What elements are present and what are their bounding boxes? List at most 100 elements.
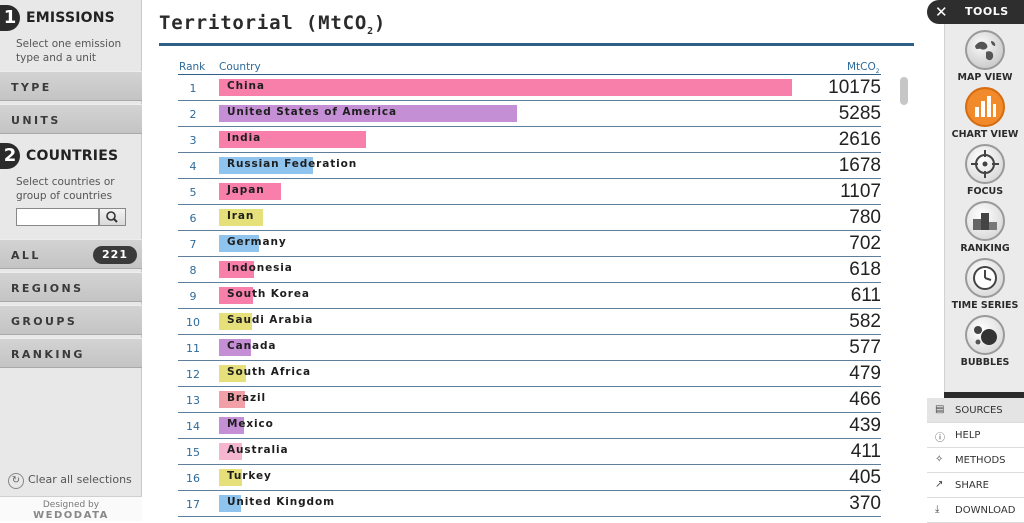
clear-selections-button[interactable]: ↻ Clear all selections	[8, 473, 132, 489]
type-button[interactable]: TYPE	[0, 71, 142, 101]
page-title: Territorial (MtCO2)	[159, 12, 386, 37]
ranking-row[interactable]: 2 United States of America 5285	[178, 101, 881, 127]
emission-value: 466	[849, 389, 881, 410]
bar-chart-icon	[965, 87, 1005, 127]
rank-number: 9	[189, 290, 197, 303]
ranking-row[interactable]: 12 South Africa 479	[178, 361, 881, 387]
unit-column-subscript: 2	[875, 68, 880, 76]
value-bar	[219, 469, 242, 486]
clear-selections-label: Clear all selections	[28, 473, 132, 486]
emission-value: 702	[849, 233, 881, 254]
value-bar	[219, 235, 259, 252]
rank-number: 15	[186, 446, 200, 459]
ranking-row[interactable]: 1 China 10175	[178, 75, 881, 101]
scrollbar[interactable]	[899, 75, 909, 521]
ranking-row[interactable]: 16 Turkey 405	[178, 465, 881, 491]
close-icon[interactable]: ✕	[935, 3, 948, 21]
ranking-row[interactable]: 4 Russian Federation 1678	[178, 153, 881, 179]
emission-value: 370	[849, 493, 881, 514]
rank-number: 10	[186, 316, 200, 329]
step-number-badge: 1	[0, 5, 20, 31]
map-view-label: MAP VIEW	[957, 72, 1013, 83]
chart-view-label: CHART VIEW	[951, 129, 1019, 140]
ranking-row[interactable]: 17 United Kingdom 370	[178, 491, 881, 517]
regions-button[interactable]: REGIONS	[0, 272, 142, 302]
ranking-row[interactable]: 13 Brazil 466	[178, 387, 881, 413]
value-bar	[219, 339, 251, 356]
share-icon: ↗	[935, 479, 944, 490]
clock-icon	[965, 258, 1005, 298]
ranking-row[interactable]: 7 Germany 702	[178, 231, 881, 257]
methods-link[interactable]: ✧ METHODS	[927, 448, 1024, 473]
unit-column-header: MtCO2	[847, 61, 880, 75]
all-button[interactable]: ALL 221	[0, 239, 142, 269]
emission-value: 1107	[840, 181, 881, 202]
tools-header[interactable]: ✕ TOOLS	[927, 0, 1024, 24]
scrollbar-thumb[interactable]	[900, 77, 908, 105]
value-bar	[219, 417, 244, 434]
focus-button[interactable]: FOCUS	[945, 144, 1024, 197]
bubbles-label: BUBBLES	[960, 357, 1010, 368]
country-name: Turkey	[227, 470, 272, 482]
download-link[interactable]: ⤓ DOWNLOAD	[927, 498, 1024, 523]
map-view-button[interactable]: MAP VIEW	[945, 30, 1024, 83]
help-label: HELP	[955, 430, 981, 441]
type-label: TYPE	[11, 81, 52, 94]
ranking-row[interactable]: 11 Canada 577	[178, 335, 881, 361]
ranking-row[interactable]: 9 South Korea 611	[178, 283, 881, 309]
countries-description: Select countries or group of countries	[16, 176, 115, 202]
ranking-row[interactable]: 8 Indonesia 618	[178, 257, 881, 283]
ranking-row[interactable]: 6 Iran 780	[178, 205, 881, 231]
time-series-button[interactable]: TIME SERIES	[945, 258, 1024, 311]
page-title-subscript: 2	[367, 25, 374, 37]
ranking-filter-button[interactable]: RANKING	[0, 338, 142, 368]
value-bar	[219, 261, 254, 278]
sources-link[interactable]: ▤ SOURCES	[927, 398, 1024, 423]
ranking-row[interactable]: 5 Japan 1107	[178, 179, 881, 205]
lightbulb-icon: ✧	[935, 454, 944, 465]
ranking-filter-label: RANKING	[11, 348, 85, 361]
bubbles-button[interactable]: BUBBLES	[945, 315, 1024, 368]
country-name: Brazil	[227, 392, 266, 404]
rank-number: 5	[189, 186, 197, 199]
rank-number: 7	[189, 238, 197, 251]
country-name: United Kingdom	[227, 496, 335, 508]
document-icon: ▤	[935, 404, 945, 415]
value-bar	[219, 105, 517, 122]
ranking-row[interactable]: 14 Mexico 439	[178, 413, 881, 439]
rank-number: 3	[189, 134, 197, 147]
value-bar	[219, 183, 281, 200]
ranking-row[interactable]: 15 Australia 411	[178, 439, 881, 465]
designed-by-label: Designed by	[42, 500, 100, 510]
sources-label: SOURCES	[955, 405, 1003, 416]
emission-value: 411	[850, 441, 881, 462]
country-name: Saudi Arabia	[227, 314, 314, 326]
ranking-row[interactable]: 10 Saudi Arabia 582	[178, 309, 881, 335]
crosshair-icon	[965, 144, 1005, 184]
country-search-input[interactable]	[16, 208, 99, 226]
page-title-end: )	[373, 12, 387, 34]
chart-view-button[interactable]: CHART VIEW	[945, 87, 1024, 140]
help-link[interactable]: ⓘ HELP	[927, 423, 1024, 448]
search-button[interactable]	[99, 208, 126, 226]
page-title-text: Territorial (MtCO	[159, 12, 368, 34]
country-name: Russian Federation	[227, 158, 358, 170]
share-link[interactable]: ↗ SHARE	[927, 473, 1024, 498]
emissions-title: EMISSIONS	[26, 10, 115, 26]
title-divider	[159, 43, 914, 46]
ranking-view-button[interactable]: RANKING	[945, 201, 1024, 254]
regions-label: REGIONS	[11, 282, 84, 295]
groups-button[interactable]: GROUPS	[0, 305, 142, 335]
rank-column-header: Rank	[179, 61, 206, 73]
rank-number: 4	[189, 160, 197, 173]
value-bar	[219, 313, 252, 330]
emissions-description: Select one emission type and a unit	[16, 38, 122, 64]
ranking-row[interactable]: 3 India 2616	[178, 127, 881, 153]
globe-icon	[965, 30, 1005, 70]
units-button[interactable]: UNITS	[0, 104, 142, 134]
country-name: South Korea	[227, 288, 310, 300]
country-name: Australia	[227, 444, 289, 456]
left-sidebar: 1 EMISSIONS Select one emission type and…	[0, 0, 142, 521]
rank-number: 14	[186, 420, 200, 433]
value-bar	[219, 365, 246, 382]
